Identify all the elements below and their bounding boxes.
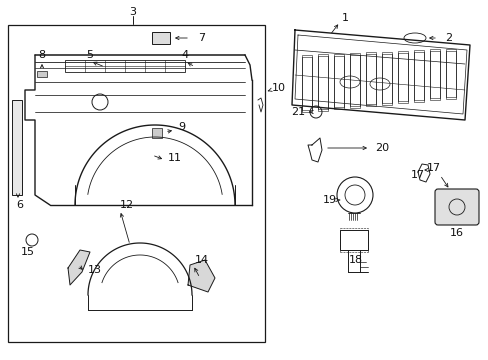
Bar — [65, 60, 184, 72]
FancyBboxPatch shape — [434, 189, 478, 225]
Text: 21: 21 — [290, 107, 305, 117]
Bar — [349, 53, 359, 108]
Bar — [445, 49, 455, 99]
Text: 13: 13 — [88, 265, 102, 275]
Text: 5: 5 — [86, 50, 93, 60]
Bar — [8, 25, 264, 342]
Text: 3: 3 — [129, 7, 136, 17]
Text: 19: 19 — [322, 195, 336, 205]
Text: 20: 20 — [374, 143, 388, 153]
Bar — [413, 50, 423, 102]
Bar — [397, 51, 407, 103]
Text: 12: 12 — [120, 200, 134, 210]
Text: 16: 16 — [449, 228, 463, 238]
Bar — [302, 55, 311, 112]
Bar — [381, 51, 391, 104]
Text: 11: 11 — [168, 153, 182, 163]
Text: 14: 14 — [195, 255, 209, 265]
Text: 4: 4 — [181, 50, 188, 60]
Bar — [333, 54, 343, 109]
Polygon shape — [291, 30, 469, 120]
Polygon shape — [187, 260, 215, 292]
Polygon shape — [68, 250, 90, 285]
Text: 17: 17 — [426, 163, 440, 173]
Text: 7: 7 — [198, 33, 204, 43]
Text: 17: 17 — [410, 170, 424, 180]
Text: 6: 6 — [17, 200, 23, 210]
Text: 9: 9 — [178, 122, 185, 132]
Bar — [339, 230, 367, 250]
Bar — [152, 32, 170, 44]
Bar — [429, 49, 439, 100]
Text: 18: 18 — [348, 255, 362, 265]
Bar — [152, 128, 162, 138]
Bar — [37, 71, 47, 77]
Text: 8: 8 — [39, 50, 45, 60]
Text: 10: 10 — [271, 83, 285, 93]
Text: 15: 15 — [21, 247, 35, 257]
Bar — [12, 100, 22, 195]
Text: 1: 1 — [341, 13, 348, 23]
Bar — [317, 54, 327, 111]
Bar — [365, 52, 375, 106]
Text: 2: 2 — [444, 33, 451, 43]
